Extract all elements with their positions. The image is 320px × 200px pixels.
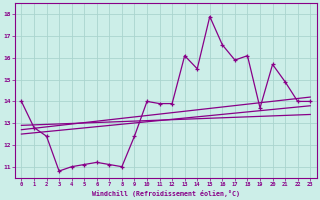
X-axis label: Windchill (Refroidissement éolien,°C): Windchill (Refroidissement éolien,°C): [92, 190, 240, 197]
